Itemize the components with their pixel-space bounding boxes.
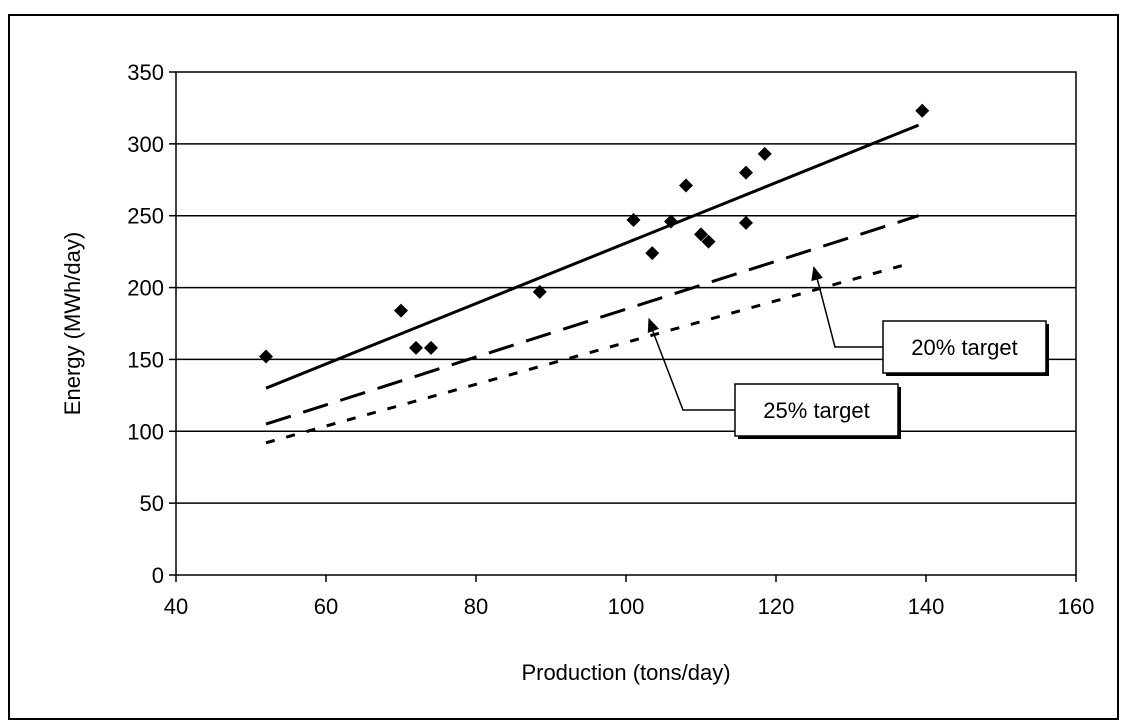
y-axis-title: Energy (MWh/day)	[60, 232, 85, 415]
data-point-diamond	[409, 340, 423, 355]
x-tick-label: 40	[164, 594, 188, 619]
x-axis-title: Production (tons/day)	[521, 660, 730, 685]
data-point-diamond	[424, 340, 438, 355]
x-tick-label: 80	[464, 594, 488, 619]
callout-box	[734, 383, 899, 437]
callout-box	[882, 320, 1047, 374]
callout-arrowhead	[811, 266, 823, 282]
y-tick-label: 300	[127, 132, 164, 157]
data-point-diamond	[701, 234, 716, 249]
trendline-dotted	[265, 261, 912, 445]
y-tick-label: 100	[127, 419, 164, 444]
callout-leader	[815, 275, 883, 348]
y-axis-ticks: 0 50 100 150 200 250 300 350	[127, 60, 176, 588]
trendline-dashed	[265, 214, 919, 426]
data-point-diamond	[394, 303, 408, 318]
trendline-solid	[265, 123, 920, 390]
y-tick-label: 250	[127, 204, 164, 229]
callout-label: 25% target	[763, 398, 869, 423]
x-axis-ticks: 40 60 80 100 120 140 160	[164, 575, 1095, 619]
data-point-diamond	[739, 165, 753, 180]
callout-arrowhead	[647, 317, 660, 333]
data-point-diamond	[739, 215, 753, 230]
data-point-diamond	[915, 103, 930, 118]
x-tick-label: 160	[1058, 594, 1095, 619]
data-point-diamond	[679, 178, 693, 193]
data-point-diamond	[645, 246, 660, 261]
gridlines	[176, 143, 1076, 504]
data-point-diamond	[694, 227, 708, 242]
data-point-diamond	[626, 213, 641, 228]
trendlines	[265, 123, 920, 445]
x-tick-label: 60	[314, 594, 338, 619]
x-tick-label: 100	[608, 594, 645, 619]
data-point-diamond	[259, 349, 273, 364]
callouts: 20% target 25% target	[647, 266, 1049, 439]
data-point-diamond	[532, 284, 547, 299]
y-tick-label: 0	[152, 563, 164, 588]
data-point-diamond	[664, 214, 678, 229]
callout-label: 20% target	[911, 335, 1017, 360]
y-tick-label: 150	[127, 347, 164, 372]
callout-leader	[650, 327, 735, 411]
data-points	[259, 103, 930, 364]
x-tick-label: 120	[758, 594, 795, 619]
y-tick-label: 50	[140, 491, 164, 516]
data-point-diamond	[757, 146, 772, 161]
y-tick-label: 350	[127, 60, 164, 85]
y-tick-label: 200	[127, 276, 164, 301]
x-tick-label: 140	[908, 594, 945, 619]
